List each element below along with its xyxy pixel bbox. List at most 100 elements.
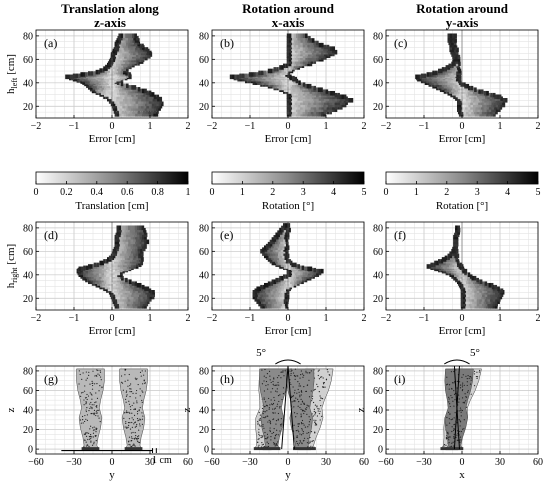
- scan-point: [301, 428, 303, 430]
- scan-point: [141, 401, 143, 403]
- heat-cell: [149, 292, 153, 297]
- colorbar-tick-label: 5: [362, 187, 367, 198]
- colorbar-label: Translation [cm]: [75, 200, 148, 212]
- heat-cell: [257, 294, 260, 300]
- scan-point: [124, 426, 126, 428]
- heat-cell: [273, 237, 277, 242]
- heat-cell: [119, 244, 122, 249]
- heat-cell: [300, 38, 304, 43]
- heat-cell: [283, 227, 287, 233]
- heat-cell: [289, 109, 293, 115]
- heat-cell: [463, 292, 467, 297]
- heat-cell: [141, 239, 145, 245]
- heat-cell: [127, 225, 131, 231]
- scan-point: [268, 407, 270, 409]
- heat-cell: [465, 304, 468, 309]
- heat-cell: [138, 237, 142, 242]
- scan-point: [302, 422, 304, 425]
- heat-cell: [258, 301, 261, 307]
- heat-cell: [264, 304, 268, 309]
- scan-point: [274, 442, 276, 445]
- heat-cell: [107, 257, 110, 262]
- heat-cell: [90, 71, 94, 76]
- heat-cell: [123, 83, 126, 88]
- heat-cell: [135, 239, 138, 245]
- heat-cell: [321, 109, 324, 115]
- heat-cell: [276, 304, 279, 309]
- heat-cell: [470, 85, 474, 91]
- heat-cell: [294, 59, 298, 64]
- scan-point: [302, 409, 304, 411]
- heat-cell: [305, 59, 309, 64]
- heat-cell: [257, 297, 260, 302]
- heat-cell: [137, 244, 140, 249]
- scan-point: [296, 442, 298, 445]
- heat-cell: [470, 105, 473, 110]
- heat-cell: [305, 42, 308, 48]
- heat-cell: [142, 109, 146, 114]
- heat-cell: [271, 304, 275, 309]
- heat-cell: [116, 99, 120, 104]
- scan-point: [130, 388, 132, 390]
- heat-cell: [279, 301, 283, 307]
- scan-point: [301, 419, 304, 422]
- heat-cell: [127, 237, 131, 242]
- scan-point: [259, 419, 261, 421]
- scan-point: [263, 406, 266, 408]
- heat-cell: [314, 42, 317, 48]
- heat-cell: [146, 299, 150, 304]
- scan-point: [131, 417, 133, 419]
- scan-point: [274, 437, 276, 439]
- heat-cell: [137, 38, 140, 43]
- scan-point: [296, 436, 298, 438]
- scan-point: [459, 387, 462, 389]
- axis-line: [453, 365, 460, 450]
- heat-cell: [490, 301, 493, 307]
- scan-point: [85, 371, 87, 373]
- scan-point: [136, 402, 138, 404]
- scan-point: [277, 381, 279, 384]
- heat-cell: [130, 251, 133, 256]
- x-axis-label: Error [cm]: [89, 325, 136, 337]
- heat-cell: [457, 56, 461, 62]
- heat-cell: [276, 299, 280, 304]
- heat-cell: [126, 112, 129, 117]
- heat-cell: [283, 237, 286, 242]
- heat-cell: [447, 38, 451, 43]
- heat-cell: [282, 230, 286, 235]
- heat-cell: [144, 106, 148, 111]
- heat-cell: [483, 105, 487, 110]
- scan-point: [121, 382, 124, 384]
- heat-cell: [80, 72, 83, 77]
- heat-cell: [462, 105, 465, 110]
- scan-point: [448, 384, 451, 386]
- scan-point: [443, 445, 445, 447]
- heat-cell: [438, 68, 441, 74]
- scan-point: [282, 387, 285, 389]
- heat-cell: [112, 106, 116, 111]
- column-titles: Translation along z-axis Rotation around…: [61, 1, 509, 30]
- heat-cell: [350, 98, 354, 103]
- heat-cell: [468, 112, 471, 117]
- heat-cell: [323, 107, 326, 112]
- heat-cell: [126, 106, 129, 111]
- heat-cell: [453, 52, 457, 57]
- panel-label: (e): [220, 228, 233, 242]
- heat-cell: [148, 109, 151, 114]
- heat-cell: [111, 59, 114, 64]
- heat-cell: [302, 112, 306, 117]
- heat-cell: [155, 112, 159, 117]
- heat-cell: [125, 33, 128, 39]
- scan-point: [266, 438, 268, 440]
- heat-cell: [148, 288, 152, 293]
- scan-point: [89, 407, 91, 410]
- scan-point: [476, 376, 479, 378]
- heat-cell: [158, 106, 161, 111]
- scan-point: [461, 384, 463, 386]
- x-tick-label: −30: [416, 457, 432, 468]
- scan-point: [276, 403, 279, 405]
- heat-cell: [286, 227, 289, 233]
- heat-cell: [115, 253, 118, 259]
- scan-point: [265, 380, 268, 383]
